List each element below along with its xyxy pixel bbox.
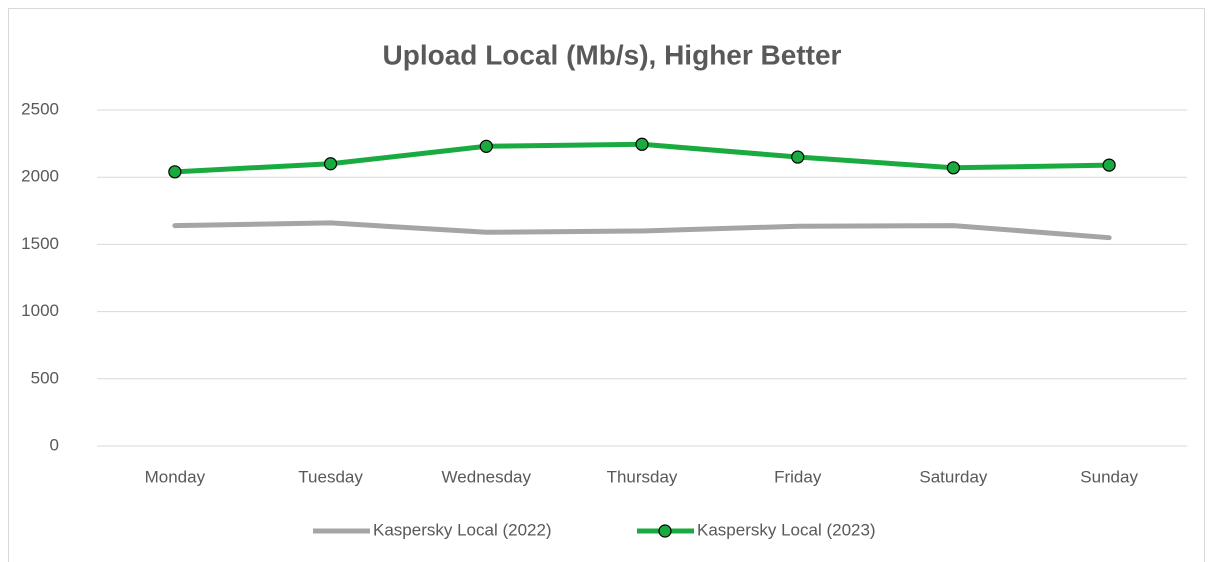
- point-marker: [635, 137, 649, 151]
- legend-marker: [658, 524, 672, 538]
- legend-label: Kaspersky Local (2023): [697, 520, 876, 539]
- x-tick-label: Friday: [774, 467, 822, 486]
- y-tick-label: 2000: [21, 167, 59, 186]
- y-tick-label: 0: [50, 435, 59, 454]
- y-tick-label: 2500: [21, 99, 59, 118]
- point-marker: [946, 161, 961, 175]
- y-tick-label: 1000: [21, 301, 59, 320]
- point-marker: [1102, 158, 1116, 172]
- point-marker: [479, 139, 493, 153]
- point-marker: [323, 157, 338, 171]
- chart-title: Upload Local (Mb/s), Higher Better: [383, 39, 842, 70]
- series-line: [172, 220, 1112, 241]
- x-tick-label: Saturday: [919, 467, 988, 486]
- x-tick-label: Monday: [145, 467, 206, 486]
- y-tick-label: 1500: [21, 234, 59, 253]
- x-tick-label: Wednesday: [442, 467, 532, 486]
- x-tick-label: Thursday: [607, 467, 678, 486]
- chart-border: [8, 8, 1205, 562]
- x-tick-label: Sunday: [1080, 467, 1138, 486]
- point-marker: [168, 165, 182, 179]
- x-tick-label: Tuesday: [298, 467, 363, 486]
- point-marker: [791, 150, 805, 164]
- legend-label: Kaspersky Local (2022): [373, 520, 552, 539]
- y-tick-label: 500: [31, 368, 59, 387]
